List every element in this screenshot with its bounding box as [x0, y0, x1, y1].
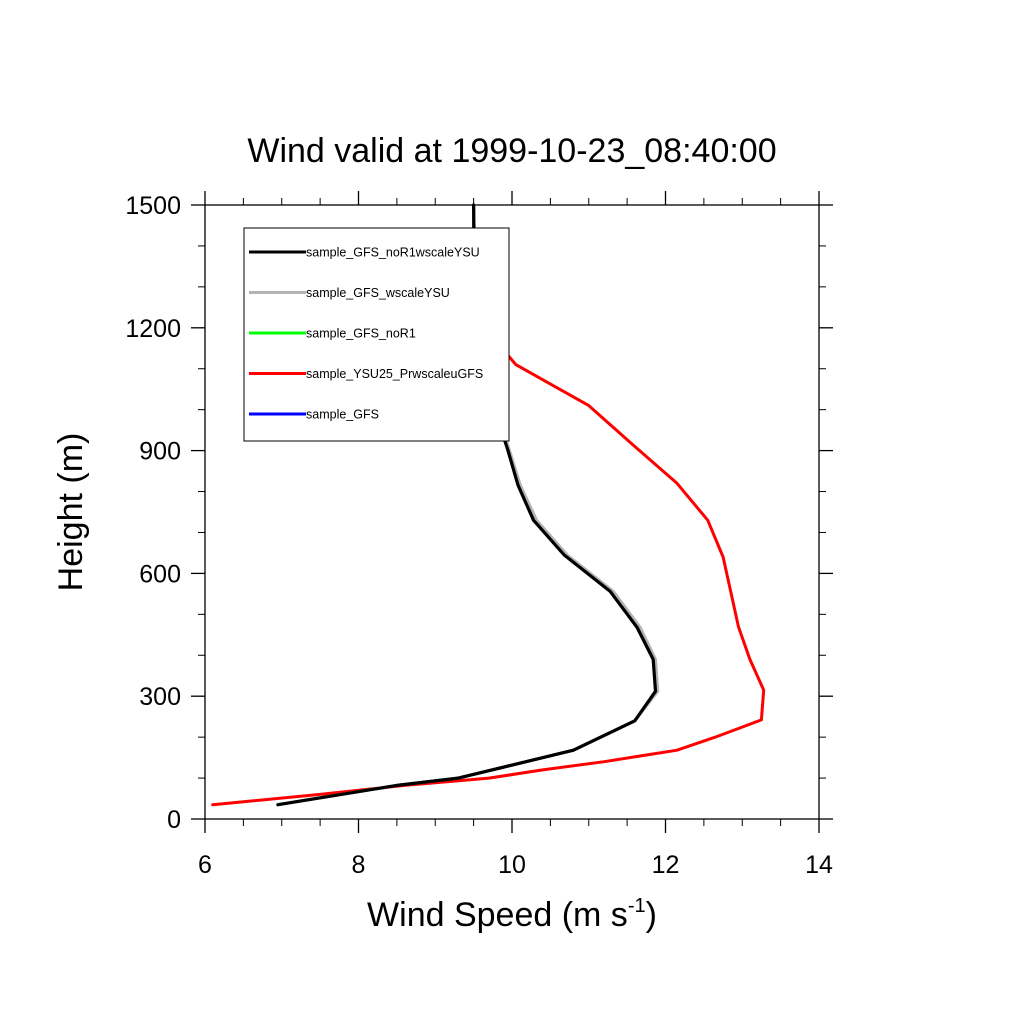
axis-ticks: 6 8 10 12 14 0 300 600 900 1200 1500: [125, 191, 833, 879]
y-tick-label: 300: [139, 683, 181, 711]
chart-title: Wind valid at 1999-10-23_08:40:00: [247, 132, 776, 170]
legend-label: sample_GFS_noR1wscaleYSU: [306, 246, 480, 260]
legend: sample_GFS_noR1wscaleYSU sample_GFS_wscal…: [243, 227, 510, 442]
x-tick-label: 10: [498, 851, 526, 879]
x-axis-label-superscript: -1: [628, 895, 646, 917]
legend-label: sample_GFS_noR1: [306, 327, 416, 341]
legend-label: sample_GFS: [306, 408, 379, 422]
x-axis-label: Wind Speed (m s-1): [367, 895, 657, 934]
series-line-sample_YSU25_PrwscaleuGFS: [211, 203, 766, 807]
x-tick-label: 8: [352, 851, 366, 879]
x-axis-label-main: Wind Speed (m s: [367, 896, 628, 934]
x-tick-label: 6: [198, 851, 212, 879]
y-tick-label: 900: [139, 438, 181, 466]
y-tick-label: 0: [167, 806, 181, 834]
y-tick-label: 600: [139, 560, 181, 588]
x-tick-label: 12: [652, 851, 680, 879]
y-tick-label: 1500: [125, 192, 181, 220]
y-tick-label: 1200: [125, 315, 181, 343]
x-axis-label-end: ): [646, 896, 657, 934]
legend-label: sample_GFS_wscaleYSU: [306, 286, 450, 300]
y-axis-label: Height (m): [52, 433, 90, 592]
x-tick-label: 14: [805, 851, 833, 879]
legend-label: sample_YSU25_PrwscaleuGFS: [306, 367, 483, 381]
